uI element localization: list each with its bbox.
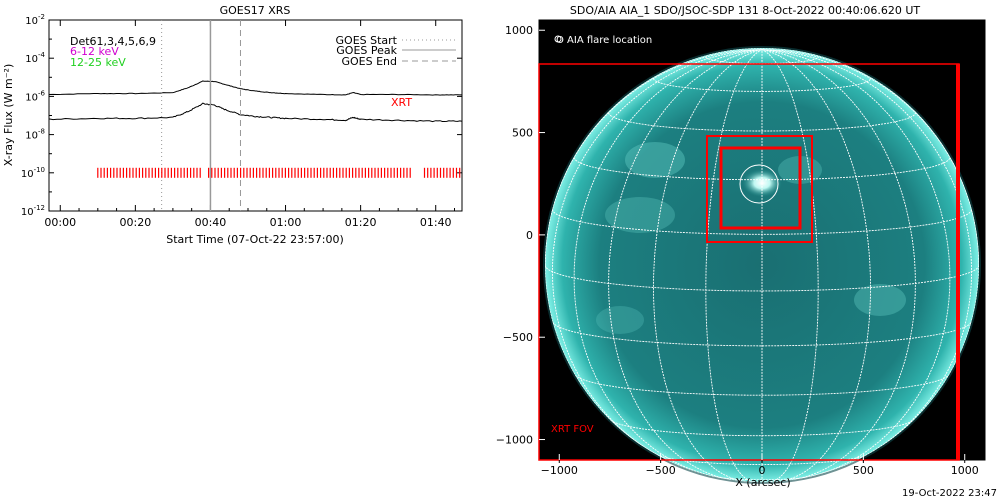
goes-x-tick-label: 00:00 [44, 216, 76, 229]
goes-series [48, 80, 463, 123]
goes-x-tick-label: 00:20 [120, 216, 152, 229]
aia-x-axis: −1000 −500 0 500 1000 [541, 454, 979, 477]
goes-xrs-chart: GOES17 XRS 10-2 10-4 10-6 10-8 10-10 10-12 00… [2, 4, 463, 246]
goes-x-tick-label: 01:20 [345, 216, 377, 229]
goes-y-tick-label: 10-6 [25, 89, 45, 103]
grid-latitude-line [711, 475, 813, 481]
grid-longitude-line [761, 49, 916, 481]
heliographic-grid [545, 48, 979, 482]
aia-image-panel: SDO/AIA AIA_1 SDO/JSOC-SDP 131 8-Oct-202… [496, 4, 986, 489]
aia-flare-location-circle [739, 164, 779, 204]
goes-x-axis: 00:00 00:20 00:40 01:00 01:20 01:40 [44, 20, 455, 229]
goes-y-axis-label: X-ray Flux (W m⁻²) [2, 64, 15, 166]
aia-y-tick-label: 0 [526, 229, 533, 242]
xrt-box-outer [706, 135, 813, 243]
grid-longitude-line [545, 49, 763, 266]
grid-longitude-line [551, 49, 763, 461]
goes-event-markers [161, 20, 241, 211]
xrt-observation-intervals [97, 167, 461, 178]
aia-y-tick-label: 1000 [505, 24, 533, 37]
xrt-fov-label: XRT FOV [551, 424, 594, 435]
goes-y-tick-label: 10-2 [25, 13, 45, 27]
grid-longitude-line [608, 49, 763, 481]
grid-longitude-line [761, 49, 871, 482]
detector-label: Det61,3,4,5,6,9 [70, 35, 156, 48]
timestamp: 19-Oct-2022 23:47 [902, 488, 997, 499]
legend-goes-end: GOES End [341, 55, 397, 68]
goes-y-tick-label: 10-8 [25, 128, 45, 142]
goes-x-axis-label: Start Time (07-Oct-22 23:57:00) [166, 233, 344, 246]
grid-latitude-line [573, 157, 951, 181]
goes-x-tick-label: 01:40 [420, 216, 452, 229]
legend-goes-peak: GOES Peak [336, 44, 397, 57]
goes-chart-title: GOES17 XRS [220, 4, 291, 17]
grid-longitude-line [573, 49, 763, 477]
grid-longitude-line [761, 49, 951, 477]
grid-latitude-line [574, 374, 950, 396]
grid-longitude-line [653, 49, 763, 482]
grid-longitude-line [761, 49, 973, 461]
goes-y-axis: 10-2 10-4 10-6 10-8 10-10 10-12 [21, 13, 462, 218]
legend-goes-start: GOES Start [336, 34, 398, 47]
aia-x-tick-label: 500 [853, 464, 874, 477]
goes-short-channel-line [48, 102, 463, 123]
band-6-12-label: 6-12 keV [70, 45, 119, 58]
aia-x-tick-label: 0 [759, 464, 766, 477]
goes-x-tick-label: 00:40 [195, 216, 227, 229]
aia-y-axis: 1000 500 0 −500 −1000 [496, 24, 545, 447]
aia-x-tick-label: −1000 [541, 464, 578, 477]
aia-y-tick-label: −1000 [496, 434, 533, 447]
xrt-label: XRT [391, 96, 412, 109]
aia-y-tick-label: −500 [503, 331, 533, 344]
grid-latitude-line [608, 112, 916, 132]
band-12-25-label: 12-25 keV [70, 56, 126, 69]
flare-location-legend: O AIA flare location [556, 35, 652, 46]
aia-y-tick-label: 500 [512, 127, 533, 140]
goes-legend: GOES Start GOES Peak GOES End [336, 34, 456, 68]
goes-x-tick-label: 01:00 [270, 216, 302, 229]
grid-longitude-line [761, 49, 979, 266]
xrt-box-inner [719, 146, 802, 230]
aia-x-axis-label: X (arcsec) [735, 476, 790, 489]
flare-location-legend-marker [554, 35, 562, 43]
grid-latitude-line [552, 321, 972, 347]
goes-long-channel-line [48, 80, 462, 96]
goes-y-tick-label: 10-4 [25, 51, 45, 65]
aia-x-tick-label: −500 [646, 464, 676, 477]
goes-y-tick-label: 10-12 [21, 204, 45, 218]
aia-title: SDO/AIA AIA_1 SDO/JSOC-SDP 131 8-Oct-202… [570, 4, 921, 17]
aia-x-tick-label: 1000 [951, 464, 979, 477]
goes-y-tick-label: 10-10 [21, 166, 45, 180]
